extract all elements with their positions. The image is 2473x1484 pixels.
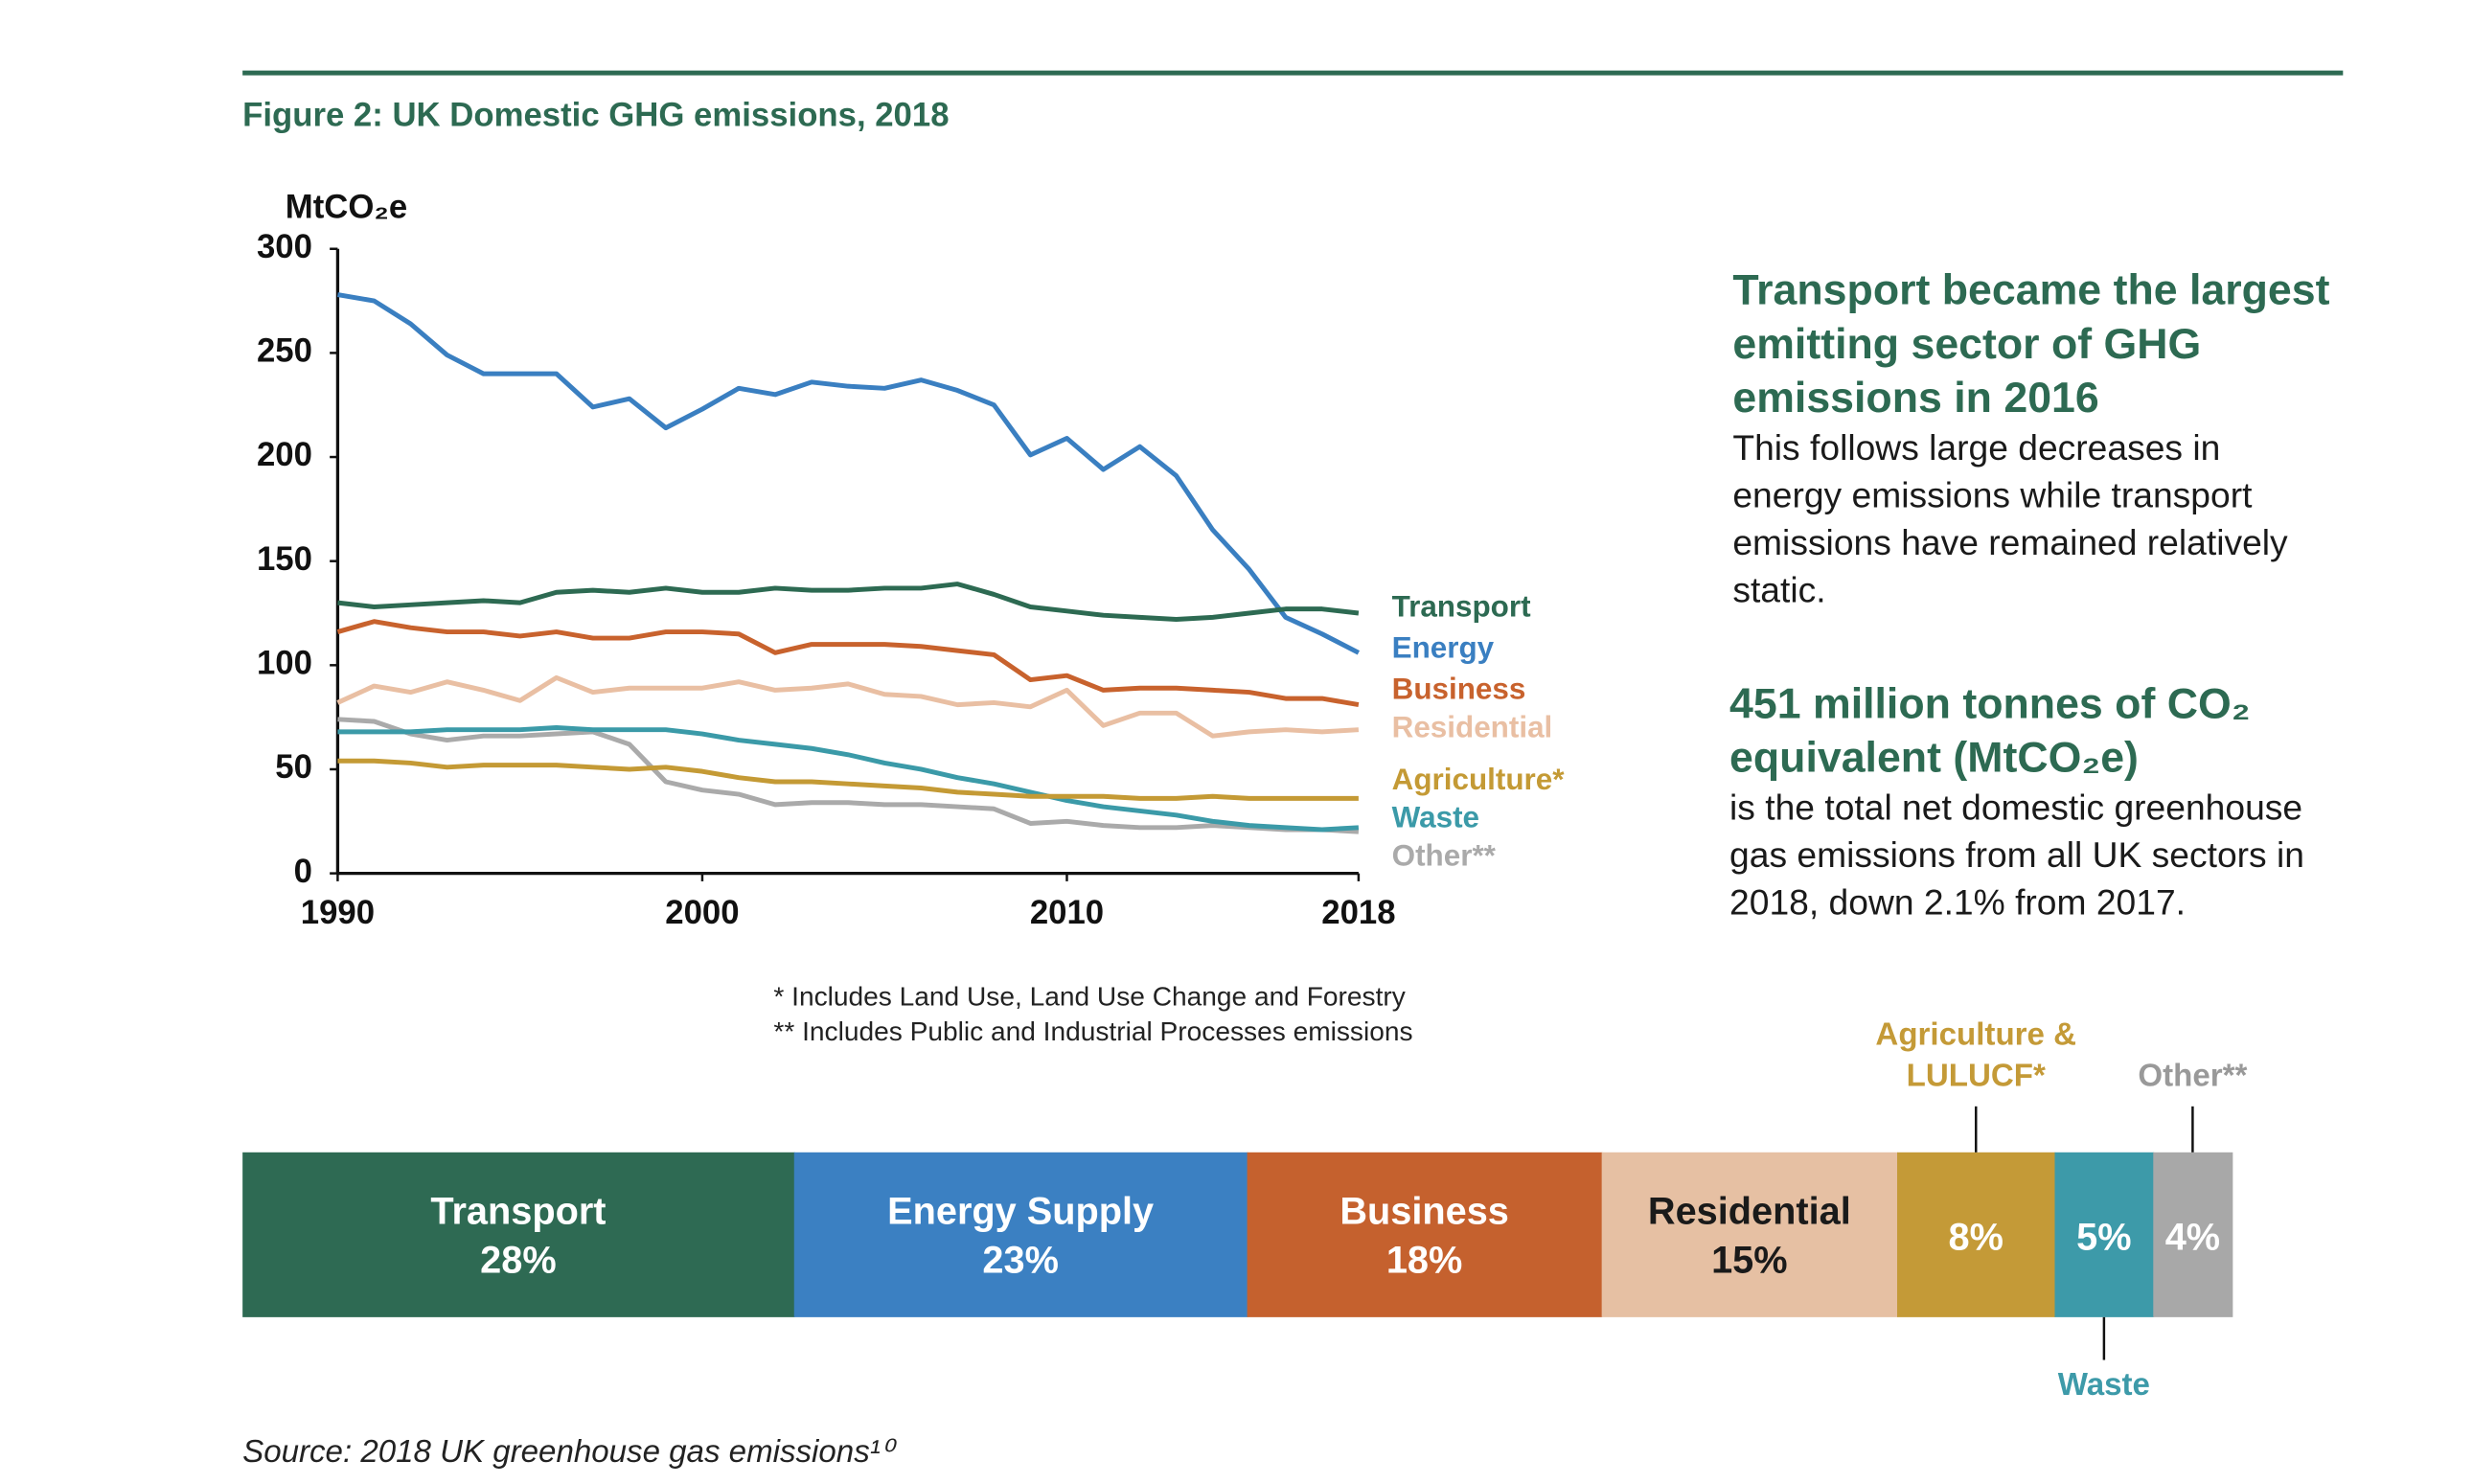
segment-value: 18%	[1385, 1239, 1463, 1283]
segment-value-box: 18%	[1385, 1239, 1463, 1283]
series-label: Business	[1392, 673, 1526, 706]
category-label-box: Waste	[2057, 1367, 2150, 1404]
figure-title: Figure 2: UK Domestic GHG emissions, 201…	[242, 98, 949, 134]
y-tick-label: 200	[257, 437, 312, 473]
segment-value-box: 15%	[1711, 1239, 1788, 1283]
segment-value-box: 23%	[982, 1239, 1059, 1283]
y-tick-label: 50	[275, 749, 312, 786]
annotation-text: is the total net domestic greenhouse gas…	[1729, 788, 2304, 923]
category-label: Transport	[430, 1190, 607, 1234]
category-label-box: Other**	[2138, 1059, 2248, 1094]
series-line	[337, 725, 1360, 833]
x-tick-label: 2018	[1321, 895, 1395, 931]
bar-segment	[242, 1152, 795, 1317]
series-line	[336, 292, 1361, 655]
y-axis-label: MtCO₂e	[286, 190, 407, 226]
category-label: Business	[1340, 1190, 1509, 1234]
y-tick-label: 150	[257, 541, 312, 578]
y-tick-label: 0	[294, 854, 312, 890]
annotation-box: 451 million tonnes of CO₂ equivalent (Mt…	[1729, 676, 2316, 926]
series-label: Agriculture*	[1392, 763, 1566, 796]
segment-value: 8%	[1949, 1216, 2004, 1258]
category-label: Other**	[2138, 1059, 2248, 1094]
bar-segment	[1897, 1152, 2056, 1317]
series-line	[337, 582, 1360, 622]
series-label: Transport	[1392, 590, 1531, 624]
bar-segment	[1601, 1152, 1898, 1317]
category-label-box: Business	[1340, 1190, 1509, 1234]
series-label: Residential	[1392, 710, 1553, 743]
category-label: Residential	[1647, 1190, 1851, 1234]
annotation: Transport became the largest emitting se…	[1732, 263, 2335, 615]
segment-value: 23%	[982, 1239, 1059, 1283]
category-label: Waste	[2057, 1367, 2150, 1404]
footnote: * Includes Land Use, Land Use Change and…	[773, 982, 1405, 1012]
series-label: Waste	[1392, 801, 1479, 834]
annotation: 451 million tonnes of CO₂ equivalent (Mt…	[1729, 676, 2316, 926]
segment-value: 15%	[1711, 1239, 1788, 1283]
series-label: Energy	[1392, 631, 1495, 665]
category-label-box: Residential	[1647, 1190, 1851, 1234]
y-tick-label: 250	[257, 333, 312, 370]
y-tick-label: 100	[257, 645, 312, 681]
series-line	[336, 674, 1360, 739]
y-tick-label: 300	[257, 229, 312, 265]
category-label-box: Energy Supply	[887, 1190, 1155, 1234]
source: Source: 2018 UK greenhouse gas emissions…	[242, 1434, 898, 1470]
annotation-heading: Transport became the largest emitting se…	[1732, 265, 2330, 422]
bar-segment	[2153, 1152, 2233, 1317]
bar-segment	[1247, 1152, 1603, 1317]
x-tick-label: 2010	[1030, 895, 1104, 931]
annotation-text: This follows large decreases in energy e…	[1732, 427, 2288, 610]
annotation-heading: 451 million tonnes of CO₂ equivalent (Mt…	[1729, 679, 2251, 782]
category-label-box: Transport	[430, 1190, 607, 1234]
series-line	[337, 758, 1359, 801]
footnote: ** Includes Public and Industrial Proces…	[773, 1016, 1412, 1046]
annotation-box: Transport became the largest emitting se…	[1732, 263, 2335, 615]
bar-segment	[2054, 1152, 2155, 1317]
series-line	[336, 619, 1360, 708]
segment-value: 4%	[2165, 1216, 2220, 1258]
segment-value-box: 28%	[480, 1239, 557, 1283]
x-tick-label: 2000	[665, 895, 739, 931]
series-line	[337, 717, 1360, 834]
category-label-box: Agriculture & LULUCF*	[1875, 1017, 2077, 1094]
category-label: Energy Supply	[887, 1190, 1155, 1234]
segment-value: 5%	[2076, 1216, 2131, 1258]
series-label: Other**	[1392, 838, 1497, 872]
bar-segment	[793, 1152, 1248, 1317]
category-label: Agriculture & LULUCF*	[1875, 1017, 2077, 1094]
segment-value: 28%	[480, 1239, 557, 1283]
x-tick-label: 1990	[301, 895, 375, 931]
